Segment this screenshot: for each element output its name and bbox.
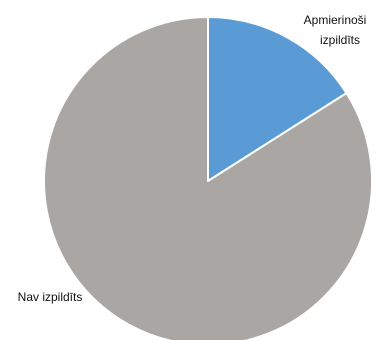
pie-slice-nav-izpildits <box>43 16 373 340</box>
slice-label-nav-izpildits: Nav izpildīts <box>18 290 83 304</box>
slice-label-apmierinosi-line2: izpildīts <box>320 33 360 47</box>
pie-slice-apmierinosi-izpildits <box>207 16 348 182</box>
pie-slices <box>43 16 373 340</box>
slice-label-apmierinosi-line1: Apmierinoši <box>304 13 367 27</box>
